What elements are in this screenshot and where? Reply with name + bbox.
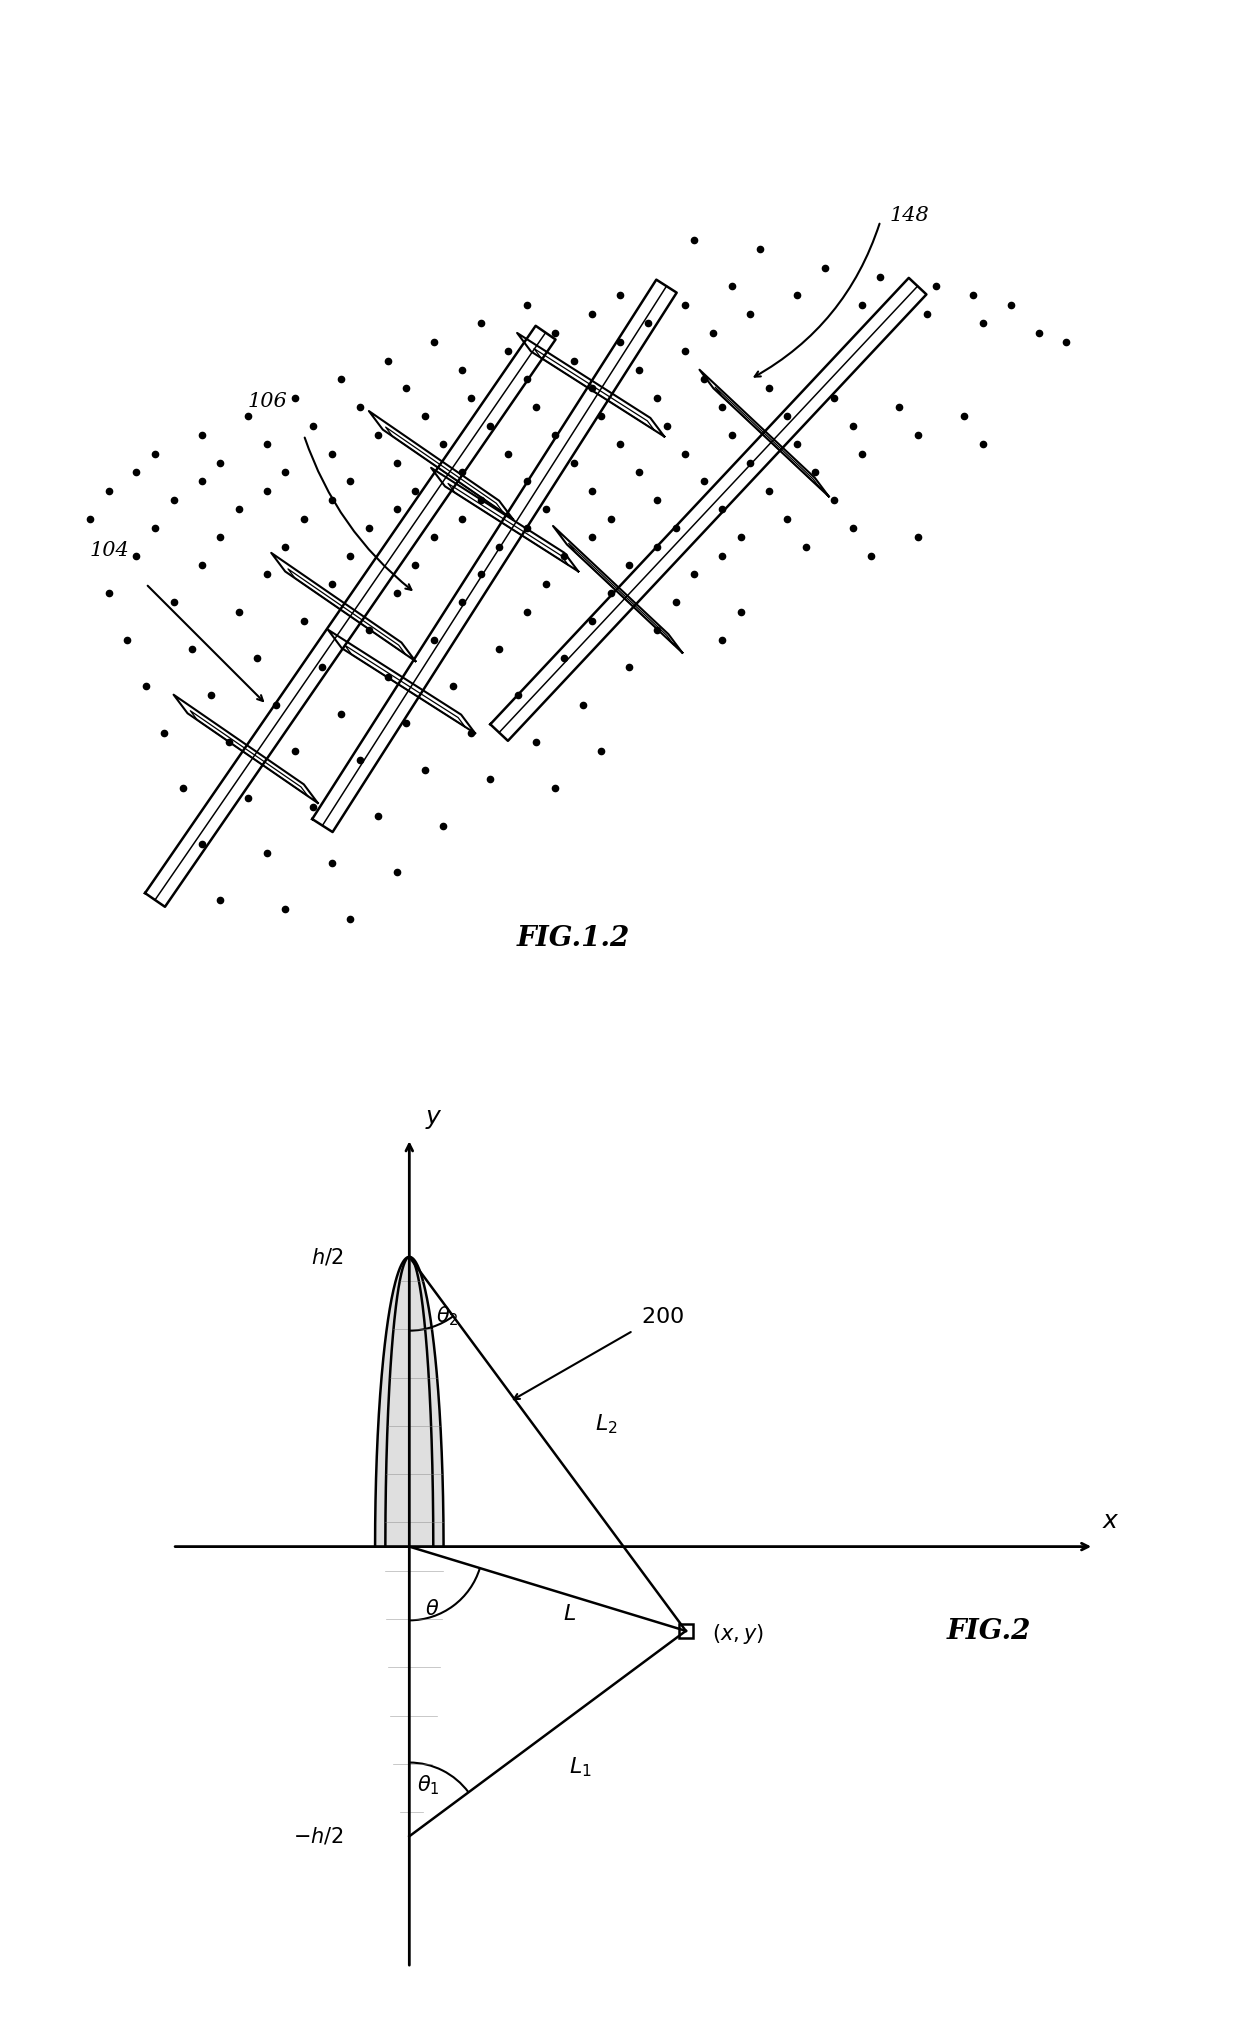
Text: $L$: $L$: [563, 1604, 577, 1626]
Text: FIG.1.2: FIG.1.2: [517, 926, 630, 952]
Text: $x$: $x$: [1102, 1510, 1120, 1534]
Polygon shape: [374, 1258, 444, 1547]
Text: $\theta$: $\theta$: [425, 1600, 439, 1620]
Text: $L_2$: $L_2$: [595, 1412, 618, 1437]
Text: FIG.2: FIG.2: [946, 1618, 1030, 1644]
Text: 104: 104: [91, 541, 130, 560]
Bar: [678, 1624, 693, 1638]
Text: $\theta_2$: $\theta_2$: [435, 1304, 459, 1329]
Text: $200$: $200$: [641, 1306, 684, 1327]
Text: 106: 106: [248, 393, 288, 411]
Text: $-h/2$: $-h/2$: [294, 1825, 343, 1848]
Text: 148: 148: [890, 206, 930, 226]
Text: $h/2$: $h/2$: [311, 1245, 343, 1268]
Text: $(x,y)$: $(x,y)$: [712, 1622, 764, 1646]
Text: $L_1$: $L_1$: [569, 1754, 591, 1779]
Text: $y$: $y$: [425, 1107, 443, 1131]
Text: $\theta_1$: $\theta_1$: [417, 1775, 440, 1797]
